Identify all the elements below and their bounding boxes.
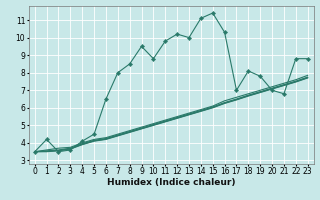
X-axis label: Humidex (Indice chaleur): Humidex (Indice chaleur) <box>107 178 236 187</box>
